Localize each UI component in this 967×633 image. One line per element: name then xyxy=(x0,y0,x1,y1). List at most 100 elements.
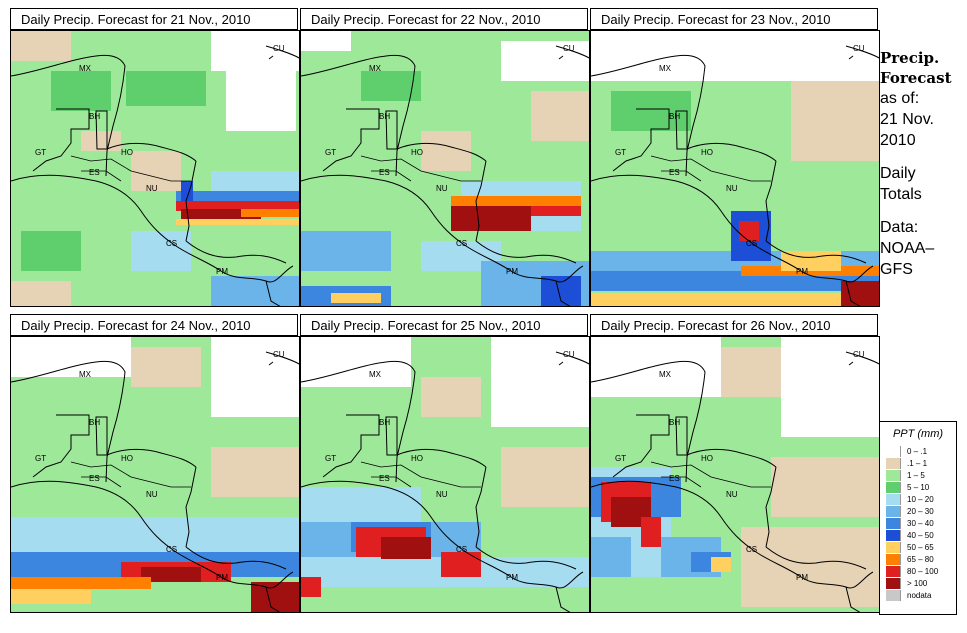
label-mx: MX xyxy=(659,64,672,73)
legend-item: 0 – .1 xyxy=(886,445,956,457)
label-es: ES xyxy=(89,168,100,177)
legend-item: nodata xyxy=(886,589,956,601)
legend-item: 30 – 40 xyxy=(886,517,956,529)
info-asof: as of: xyxy=(880,90,920,107)
panel-title: Daily Precip. Forecast for 26 Nov., 2010 xyxy=(590,314,878,336)
info-heading-1: Precip. xyxy=(880,49,940,67)
precip-legend: PPT (mm) 0 – .1 .1 – 1 1 – 5 5 – 10 10 – 20 2… xyxy=(879,421,957,615)
forecast-panel-22nov: Daily Precip. Forecast for 22 Nov., 2010… xyxy=(300,8,590,308)
legend-item: 10 – 20 xyxy=(886,493,956,505)
legend-label: 50 – 65 xyxy=(907,542,934,552)
legend-title: PPT (mm) xyxy=(892,428,944,440)
precip-map: MX BH GT HO ES NU CS PM CU xyxy=(590,30,880,307)
precip-map: MX BH GT HO ES NU CS PM CU xyxy=(10,336,300,613)
forecast-panel-25nov: Daily Precip. Forecast for 25 Nov., 2010… xyxy=(300,314,590,614)
info-data-3: GFS xyxy=(880,261,913,278)
label-es: ES xyxy=(669,474,680,483)
legend-swatch xyxy=(886,541,901,553)
label-nu: NU xyxy=(436,490,448,499)
legend-item: 80 – 100 xyxy=(886,565,956,577)
label-ho: HO xyxy=(701,454,713,463)
forecast-panel-24nov: Daily Precip. Forecast for 24 Nov., 2010… xyxy=(10,314,300,614)
legend-label: 0 – .1 xyxy=(907,446,928,456)
legend-label: 5 – 10 xyxy=(907,482,930,492)
precip-map-svg: MX BH GT HO ES NU CS PM CU xyxy=(591,31,879,306)
label-bh: BH xyxy=(669,112,680,121)
legend-item: 5 – 10 xyxy=(886,481,956,493)
label-ho: HO xyxy=(121,454,133,463)
label-nu: NU xyxy=(726,490,738,499)
label-pm: PM xyxy=(796,267,808,276)
label-mx: MX xyxy=(79,370,92,379)
label-es: ES xyxy=(669,168,680,177)
legend-swatch xyxy=(886,457,901,469)
label-mx: MX xyxy=(369,64,382,73)
legend-swatch xyxy=(886,553,901,565)
info-date-2: 2010 xyxy=(880,132,916,149)
forecast-info: Precip. Forecast as of: 21 Nov. 2010 Dai… xyxy=(880,48,965,280)
legend-swatch xyxy=(886,589,901,601)
forecast-panel-21nov: Daily Precip. Forecast for 21 Nov., 2010… xyxy=(10,8,300,308)
info-data-1: Data: xyxy=(880,219,919,236)
label-gt: GT xyxy=(35,454,46,463)
legend-label: 1 – 5 xyxy=(907,470,925,480)
label-ho: HO xyxy=(411,148,423,157)
label-gt: GT xyxy=(615,148,626,157)
legend-swatch xyxy=(886,445,901,457)
label-es: ES xyxy=(379,474,390,483)
legend-swatch xyxy=(886,577,901,589)
legend-item: 50 – 65 xyxy=(886,541,956,553)
legend-label: 80 – 100 xyxy=(907,566,939,576)
panel-title: Daily Precip. Forecast for 21 Nov., 2010 xyxy=(10,8,298,30)
legend-item: 40 – 50 xyxy=(886,529,956,541)
label-bh: BH xyxy=(669,418,680,427)
panel-title: Daily Precip. Forecast for 25 Nov., 2010 xyxy=(300,314,588,336)
label-cu: CU xyxy=(853,350,865,359)
label-mx: MX xyxy=(659,370,672,379)
label-gt: GT xyxy=(615,454,626,463)
info-data-2: NOAA– xyxy=(880,240,935,257)
label-cu: CU xyxy=(853,44,865,53)
precip-map: MX BH GT HO ES NU CS PM CU xyxy=(590,336,880,613)
panel-title: Daily Precip. Forecast for 22 Nov., 2010 xyxy=(300,8,588,30)
label-bh: BH xyxy=(89,418,100,427)
label-pm: PM xyxy=(506,573,518,582)
info-date-1: 21 Nov. xyxy=(880,111,934,128)
panel-title: Daily Precip. Forecast for 23 Nov., 2010 xyxy=(590,8,878,30)
precip-map: MX BH GT HO ES NU CS PM CU xyxy=(300,30,590,307)
label-nu: NU xyxy=(436,184,448,193)
panel-title: Daily Precip. Forecast for 24 Nov., 2010 xyxy=(10,314,298,336)
precip-map-svg: MX BH GT HO ES NU CS PM CU xyxy=(591,337,879,612)
legend-item: > 100 xyxy=(886,577,956,589)
label-mx: MX xyxy=(79,64,92,73)
legend-label: 40 – 50 xyxy=(907,530,934,540)
label-es: ES xyxy=(379,168,390,177)
legend-label: 20 – 30 xyxy=(907,506,934,516)
label-gt: GT xyxy=(35,148,46,157)
legend-swatch xyxy=(886,469,901,481)
label-cu: CU xyxy=(273,350,285,359)
label-cu: CU xyxy=(563,44,575,53)
label-bh: BH xyxy=(89,112,100,121)
label-cs: CS xyxy=(166,239,177,248)
label-bh: BH xyxy=(379,112,390,121)
label-cs: CS xyxy=(746,545,757,554)
label-bh: BH xyxy=(379,418,390,427)
legend-label: 65 – 80 xyxy=(907,554,934,564)
label-nu: NU xyxy=(726,184,738,193)
label-es: ES xyxy=(89,474,100,483)
legend-label: 30 – 40 xyxy=(907,518,934,528)
legend-label: 10 – 20 xyxy=(907,494,934,504)
label-cs: CS xyxy=(456,545,467,554)
precip-map: MX BH GT HO ES NU CS PM CU xyxy=(300,336,590,613)
label-cs: CS xyxy=(456,239,467,248)
precip-map-svg: MX BH GT HO ES NU CS PM CU xyxy=(301,31,589,306)
label-gt: GT xyxy=(325,454,336,463)
label-mx: MX xyxy=(369,370,382,379)
label-pm: PM xyxy=(796,573,808,582)
forecast-panel-23nov: Daily Precip. Forecast for 23 Nov., 2010… xyxy=(590,8,880,308)
label-ho: HO xyxy=(411,454,423,463)
legend-item: 20 – 30 xyxy=(886,505,956,517)
label-ho: HO xyxy=(701,148,713,157)
precip-map-svg: MX BH GT HO ES NU CS PM CU xyxy=(11,337,299,612)
